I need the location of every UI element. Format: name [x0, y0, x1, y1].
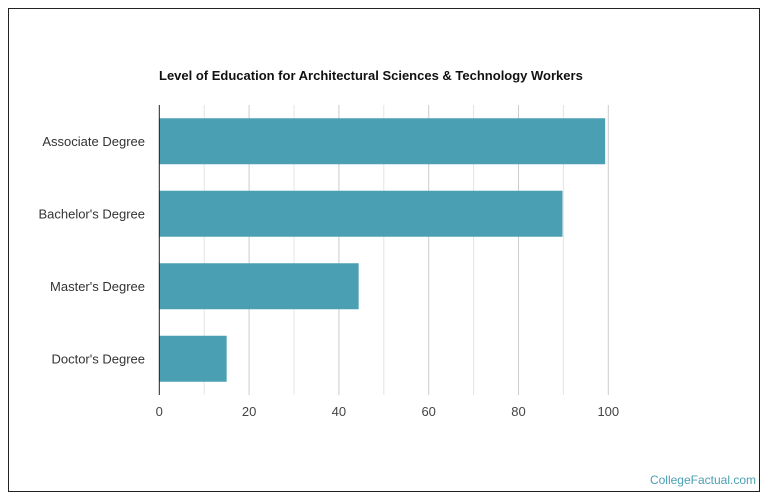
credit-link[interactable]: CollegeFactual.com — [649, 473, 756, 487]
x-tick-label: 100 — [597, 404, 619, 419]
bar — [159, 118, 606, 165]
chart-title: Level of Education for Architectural Sci… — [159, 68, 583, 83]
category-label: Master's Degree — [50, 279, 145, 294]
category-label: Doctor's Degree — [51, 351, 145, 366]
bar — [159, 263, 359, 310]
chart-frame — [8, 8, 760, 492]
x-tick-label: 20 — [242, 404, 256, 419]
x-tick-label: 60 — [421, 404, 435, 419]
category-label: Associate Degree — [42, 134, 145, 149]
bar — [159, 335, 227, 382]
category-label: Bachelor's Degree — [38, 206, 145, 221]
x-tick-label: 40 — [332, 404, 346, 419]
x-tick-label: 0 — [156, 404, 163, 419]
x-tick-label: 80 — [511, 404, 525, 419]
bar — [159, 190, 563, 237]
